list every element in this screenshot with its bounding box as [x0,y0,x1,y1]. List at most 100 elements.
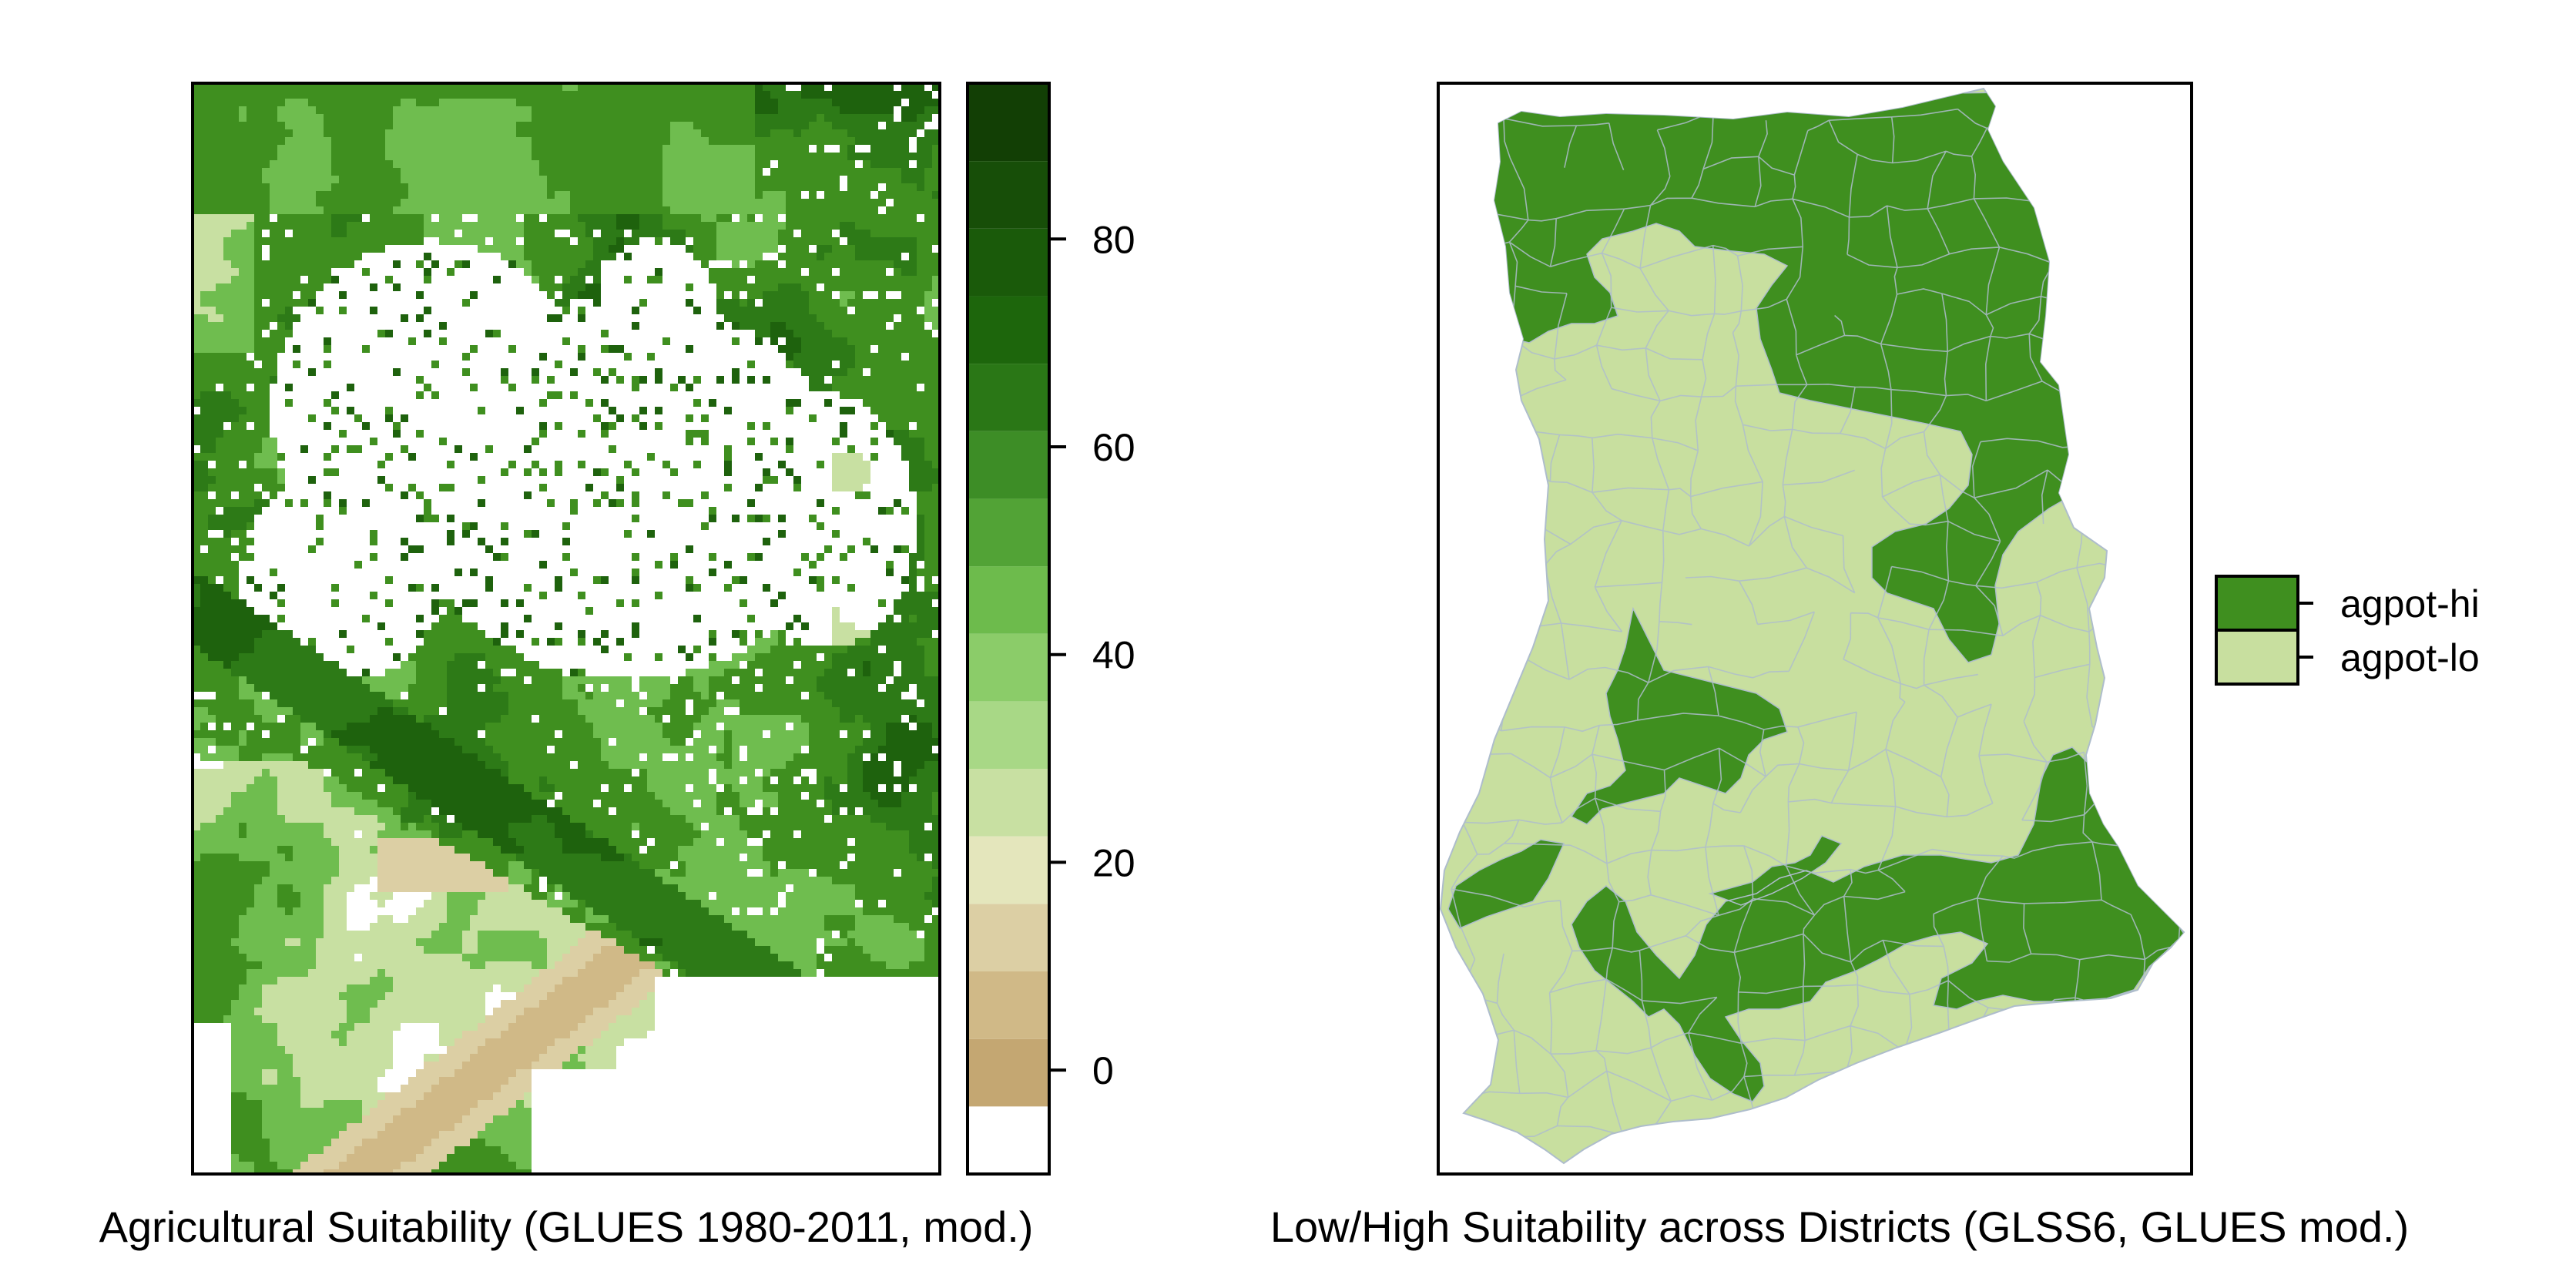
raster-cell [632,553,639,561]
raster-cell [555,584,562,592]
raster-cell [377,1131,439,1139]
raster-cell [231,230,254,237]
raster-cell [270,191,316,199]
raster-cell [447,661,478,669]
raster-cell [508,884,524,892]
raster-cell [401,314,408,322]
raster-cell [485,576,493,584]
raster-cell [478,476,485,484]
raster-cell [786,900,855,907]
raster-cell [516,122,670,129]
raster-cell [347,1154,416,1162]
raster-cell [247,954,316,961]
raster-cell [924,453,940,461]
raster-cell [662,723,693,730]
raster-cell [755,153,847,160]
raster-cell [401,176,547,183]
raster-cell [439,1162,516,1169]
raster-cell [439,1054,470,1062]
raster-cell [832,468,870,476]
raster-cell [847,753,863,761]
raster-cell [324,468,339,476]
raster-cell [300,291,316,299]
raster-cell [532,276,539,283]
raster-cell [231,592,239,599]
raster-cell [532,368,539,376]
raster-cell [231,1092,247,1100]
colorbar-bin [968,431,1049,499]
raster-cell [547,391,562,399]
raster-cell [239,738,247,746]
raster-cell [901,507,909,515]
raster-cell [647,784,686,792]
raster-cell [740,576,747,584]
raster-cell [385,992,485,1000]
raster-cell [917,569,940,576]
raster-cell [462,931,478,938]
raster-cell [254,283,324,291]
raster-cell [801,91,932,99]
raster-cell [570,946,601,954]
raster-cell [300,1162,339,1169]
raster-cell [624,946,647,954]
colorbar-bin [968,769,1049,837]
raster-cell [424,384,431,391]
raster-cell [485,445,493,453]
raster-cell [886,561,894,569]
raster-cell [832,630,870,638]
raster-cell [547,499,555,507]
raster-cell [670,869,686,877]
raster-cell [454,1123,485,1131]
raster-cell [270,769,324,776]
raster-cell [878,800,901,807]
raster-cell [347,407,354,414]
raster-cell [693,838,716,846]
raster-cell [870,145,909,153]
raster-cell [324,129,385,137]
raster-cell [678,676,693,684]
raster-cell [193,569,239,576]
raster-cell [824,946,863,954]
raster-cell [616,938,639,946]
raster-cell [223,245,254,253]
raster-cell [231,1077,262,1085]
raster-cell [254,345,285,353]
raster-cell [470,345,478,353]
raster-cell [624,253,632,260]
raster-cell [485,545,493,553]
raster-cell [200,291,254,299]
raster-cell [562,730,593,738]
raster-cell [331,792,362,800]
raster-cell [917,260,940,268]
raster-cell [701,730,724,738]
raster-cell [901,576,909,584]
raster-cell [439,807,562,815]
raster-cell [447,669,493,676]
raster-cell [254,253,262,260]
raster-cell [801,283,817,291]
raster-cell [732,376,740,384]
raster-cell [393,368,401,376]
raster-cell [624,530,632,538]
raster-cell [817,869,894,877]
raster-cell [716,222,786,230]
raster-cell [724,461,732,468]
raster-cell [817,245,832,253]
raster-cell [740,800,755,807]
raster-cell [424,946,462,954]
raster-cell [901,106,924,114]
raster-cell [324,784,347,792]
raster-cell [686,438,693,445]
raster-cell [732,653,755,661]
raster-cell [501,1031,570,1038]
raster-cell [909,923,940,931]
raster-cell [532,892,547,900]
raster-cell [524,245,593,253]
raster-cell [624,854,632,861]
raster-cell [193,422,223,430]
raster-cell [740,214,747,222]
raster-cell [362,1100,377,1108]
raster-cell [639,938,662,946]
raster-cell [917,422,940,430]
raster-cell [855,291,863,299]
